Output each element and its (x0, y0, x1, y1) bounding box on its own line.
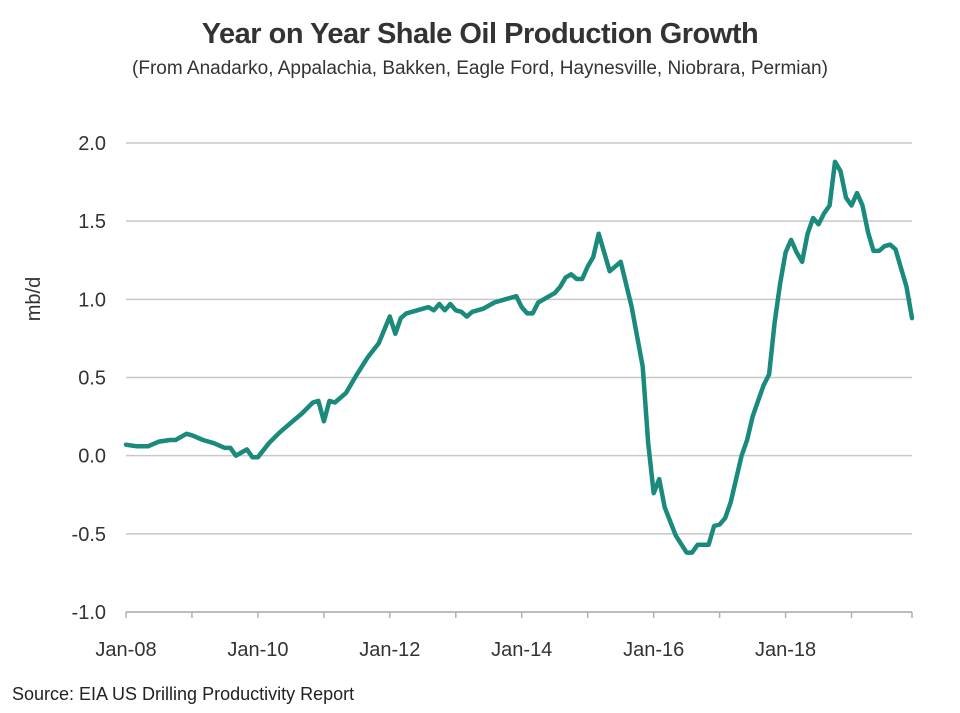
chart-title: Year on Year Shale Oil Production Growth (201, 18, 759, 50)
x-tick-label: Jan-14 (491, 639, 552, 661)
y-tick-label: 2.0 (78, 133, 106, 155)
x-tick-label: Jan-18 (755, 639, 816, 661)
chart-subtitle: (From Anadarko, Appalachia, Bakken, Eagl… (132, 58, 828, 79)
y-tick-label: 0.5 (78, 368, 106, 390)
gridlines (125, 142, 913, 618)
x-tick-label: Jan-12 (359, 639, 420, 661)
y-tick-label: 1.5 (78, 211, 106, 233)
series-layer (123, 159, 915, 555)
y-axis-label: mb/d (23, 277, 45, 321)
source-note: Source: EIA US Drilling Productivity Rep… (12, 684, 355, 704)
y-tick-label: -0.5 (72, 524, 106, 546)
y-tick-label: 1.0 (78, 289, 106, 311)
y-tick-label: 0.0 (78, 446, 106, 468)
x-tick-label: Jan-16 (623, 639, 684, 661)
y-tick-label: -1.0 (72, 602, 106, 624)
x-axis-ticks: Jan-08 Jan-10 Jan-12 Jan-14 Jan-16 Jan-18 (95, 639, 816, 661)
series-line (123, 159, 915, 555)
x-tick-label: Jan-10 (227, 639, 288, 661)
chart-plot: 2.01.51.00.50.0-0.5-1.0 Jan-08 Jan-10 Jan-… (23, 133, 915, 661)
y-axis-ticks: 2.0 1.5 1.0 0.5 0.0 -0.5 -1.0 (72, 133, 106, 624)
x-tick-label: Jan-08 (95, 639, 156, 661)
